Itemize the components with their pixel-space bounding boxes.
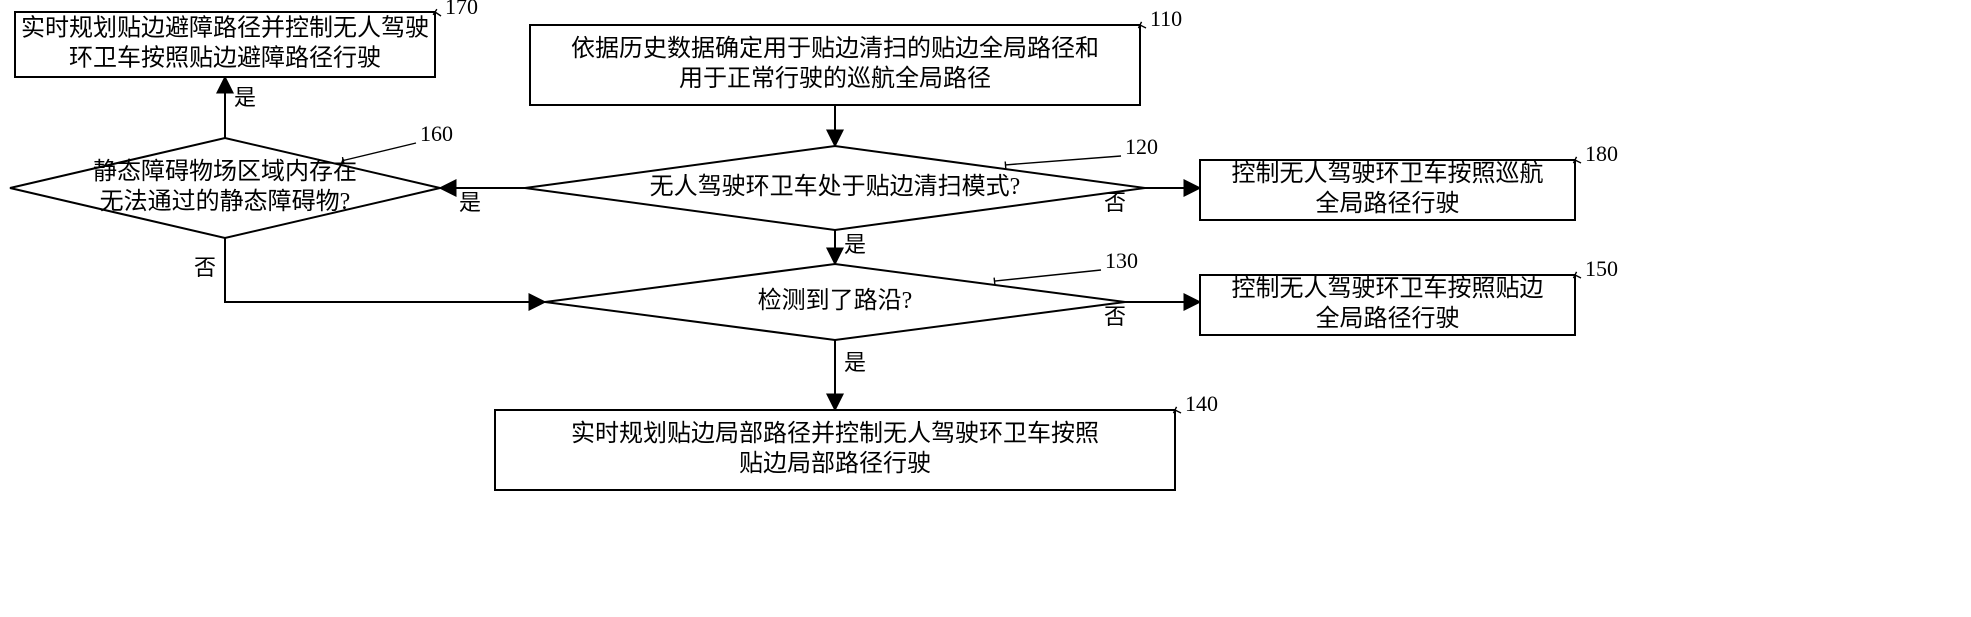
edge-label-e160-130: 否 [194, 255, 216, 280]
node-text-n120: 无人驾驶环卫车处于贴边清扫模式? [650, 173, 1021, 200]
edge-e160-130 [225, 238, 545, 302]
ref-leader-n130 [995, 270, 1102, 281]
edge-label-e120-160: 是 [459, 190, 481, 215]
edge-label-e130-140: 是 [844, 350, 866, 375]
ref-label-n110: 110 [1150, 6, 1182, 31]
ref-label-n180: 180 [1585, 141, 1618, 166]
ref-leader-n120 [1006, 156, 1122, 165]
ref-label-n150: 150 [1585, 256, 1618, 281]
ref-label-n140: 140 [1185, 391, 1218, 416]
ref-label-n160: 160 [420, 121, 453, 146]
ref-label-n130: 130 [1105, 248, 1138, 273]
edge-label-e130-150: 否 [1104, 304, 1126, 329]
node-text-n130: 检测到了路沿? [758, 287, 913, 314]
flowchart-svg: 是是否否是是否110依据历史数据确定用于贴边清扫的贴边全局路径和用于正常行驶的巡… [0, 0, 1971, 617]
ref-label-n120: 120 [1125, 134, 1158, 159]
edge-label-e120-130: 是 [844, 232, 866, 257]
edge-label-e160-170: 是 [234, 85, 256, 110]
ref-label-n170: 170 [445, 0, 478, 19]
